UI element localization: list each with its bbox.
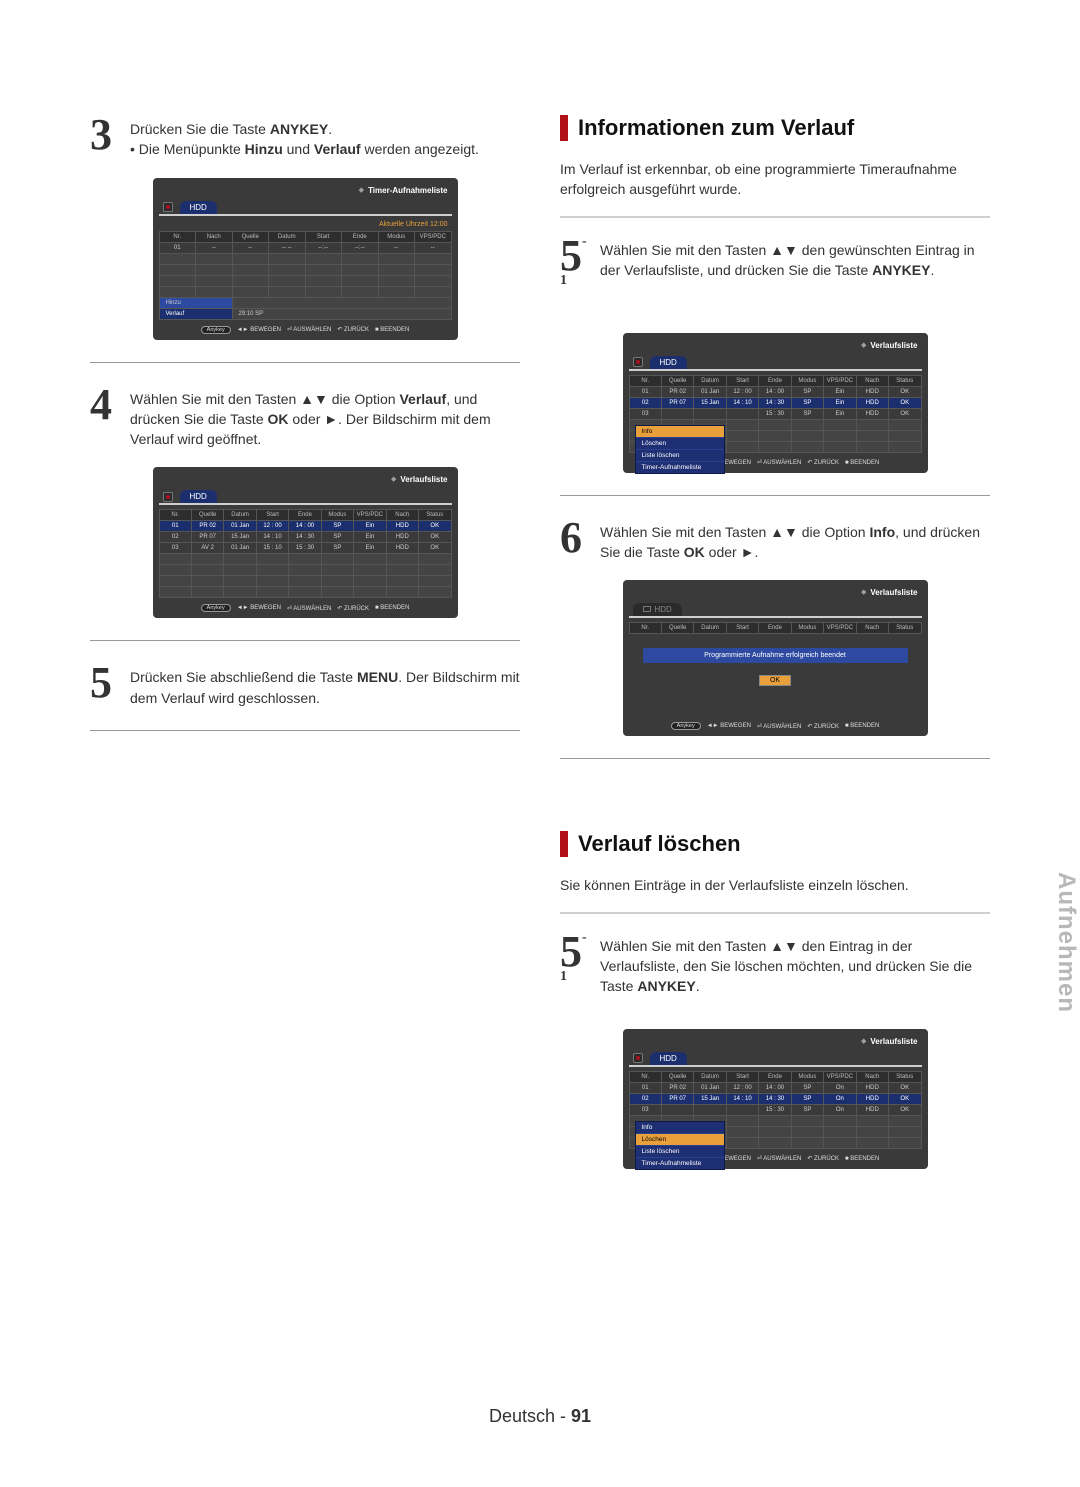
context-menu: InfoLöschenListe löschenTimer-Aufnahmeli…: [635, 425, 725, 474]
record-icon: [163, 492, 173, 502]
step-5-1b: 5-1 Wählen Sie mit den Tasten ▲▼ den Ein…: [560, 932, 990, 1011]
message-box: Programmierte Aufnahme erfolgreich beend…: [629, 634, 922, 694]
step-text: Drücken Sie die Taste ANYKEY. • Die Menü…: [130, 115, 479, 160]
screenshot-verlaufsliste: ◆Verlaufsliste HDD Nr.QuelleDatumStartEn…: [153, 467, 458, 618]
section-marker-icon: [560, 115, 568, 141]
step-text: Drücken Sie abschließend die Taste MENU.…: [130, 663, 520, 708]
anykey-pill: Anykey: [201, 604, 231, 612]
record-icon: [633, 357, 643, 367]
step-4: 4 Wählen Sie mit den Tasten ▲▼ die Optio…: [90, 385, 520, 450]
step-number: 5: [90, 663, 120, 708]
side-tab-label: Aufnehmen: [1052, 872, 1080, 1013]
step-text: Wählen Sie mit den Tasten ▲▼ die Option …: [600, 518, 990, 563]
right-column: Informationen zum Verlauf Im Verlauf ist…: [560, 115, 990, 1189]
step-number: 6: [560, 518, 590, 563]
step-number: 5-1: [560, 236, 590, 315]
step-3: 3 Drücken Sie die Taste ANYKEY. • Die Me…: [90, 115, 520, 160]
section-marker-icon: [560, 831, 568, 857]
step-number: 3: [90, 115, 120, 160]
step-5-1: 5-1 Wählen Sie mit den Tasten ▲▼ den gew…: [560, 236, 990, 315]
step-text: Wählen Sie mit den Tasten ▲▼ den Eintrag…: [600, 932, 990, 1011]
screenshot-verlaufsliste-delete: ◆Verlaufsliste HDD Nr.QuelleDatumStartEn…: [623, 1029, 928, 1169]
section-title: Verlauf löschen: [578, 831, 741, 857]
paragraph: Im Verlauf ist erkennbar, ob eine progra…: [560, 155, 990, 200]
left-column: 3 Drücken Sie die Taste ANYKEY. • Die Me…: [90, 115, 520, 1189]
screenshot-timer-list: ◆Timer-Aufnahmeliste HDD Aktuelle Uhrzei…: [153, 178, 458, 340]
step-number: 4: [90, 385, 120, 450]
step-5: 5 Drücken Sie abschließend die Taste MEN…: [90, 663, 520, 708]
screenshot-verlaufsliste-ctx: ◆Verlaufsliste HDD Nr.QuelleDatumStartEn…: [623, 333, 928, 473]
context-menu: InfoLöschenListe löschenTimer-Aufnahmeli…: [635, 1121, 725, 1170]
step-text: Wählen Sie mit den Tasten ▲▼ den gewünsc…: [600, 236, 990, 315]
step-6: 6 Wählen Sie mit den Tasten ▲▼ die Optio…: [560, 518, 990, 563]
anykey-pill: Anykey: [671, 722, 701, 730]
screen-footer: Anykey ◄► BEWEGEN ⏎ AUSWÄHLEN ↶ ZURÜCK ■…: [629, 722, 922, 730]
section-header-info: Informationen zum Verlauf: [560, 115, 990, 141]
anykey-pill: Anykey: [201, 326, 231, 334]
record-icon: [163, 202, 173, 212]
ok-button[interactable]: OK: [759, 675, 791, 686]
section-title: Informationen zum Verlauf: [578, 115, 854, 141]
screen-footer: Anykey ◄► BEWEGEN ⏎ AUSWÄHLEN ↶ ZURÜCK ■…: [159, 604, 452, 612]
paragraph: Sie können Einträge in der Verlaufsliste…: [560, 871, 990, 895]
screen-footer: Anykey ◄► BEWEGEN ⏎ AUSWÄHLEN ↶ ZURÜCK ■…: [159, 326, 452, 334]
screenshot-verlaufsliste-msg: ◆Verlaufsliste HDD Nr.QuelleDatumStartEn…: [623, 580, 928, 736]
record-icon: [633, 1053, 643, 1063]
step-number: 5-1: [560, 932, 590, 1011]
page-footer: Deutsch - 91: [0, 1406, 1080, 1427]
step-text: Wählen Sie mit den Tasten ▲▼ die Option …: [130, 385, 520, 450]
section-header-delete: Verlauf löschen: [560, 831, 990, 857]
